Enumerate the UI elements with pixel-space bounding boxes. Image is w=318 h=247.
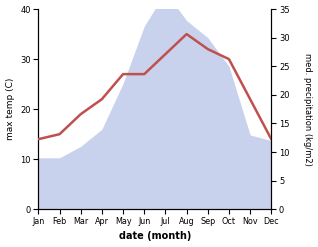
Y-axis label: med. precipitation (kg/m2): med. precipitation (kg/m2): [303, 53, 313, 165]
Y-axis label: max temp (C): max temp (C): [5, 78, 15, 140]
X-axis label: date (month): date (month): [119, 231, 191, 242]
